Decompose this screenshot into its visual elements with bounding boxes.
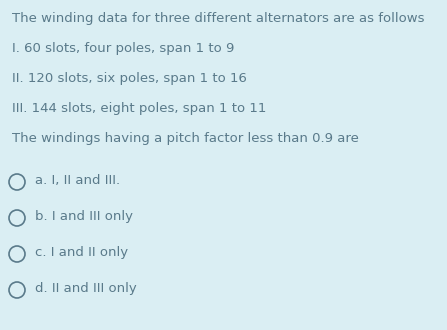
Text: III. 144 slots, eight poles, span 1 to 11: III. 144 slots, eight poles, span 1 to 1… [12, 102, 266, 115]
Text: II. 120 slots, six poles, span 1 to 16: II. 120 slots, six poles, span 1 to 16 [12, 72, 247, 85]
Text: The winding data for three different alternators are as follows: The winding data for three different alt… [12, 12, 425, 25]
Text: I. 60 slots, four poles, span 1 to 9: I. 60 slots, four poles, span 1 to 9 [12, 42, 234, 55]
Text: d. II and III only: d. II and III only [35, 282, 137, 295]
Text: a. I, II and III.: a. I, II and III. [35, 174, 120, 187]
Text: b. I and III only: b. I and III only [35, 210, 133, 223]
Text: The windings having a pitch factor less than 0.9 are: The windings having a pitch factor less … [12, 132, 359, 145]
Text: c. I and II only: c. I and II only [35, 246, 128, 259]
